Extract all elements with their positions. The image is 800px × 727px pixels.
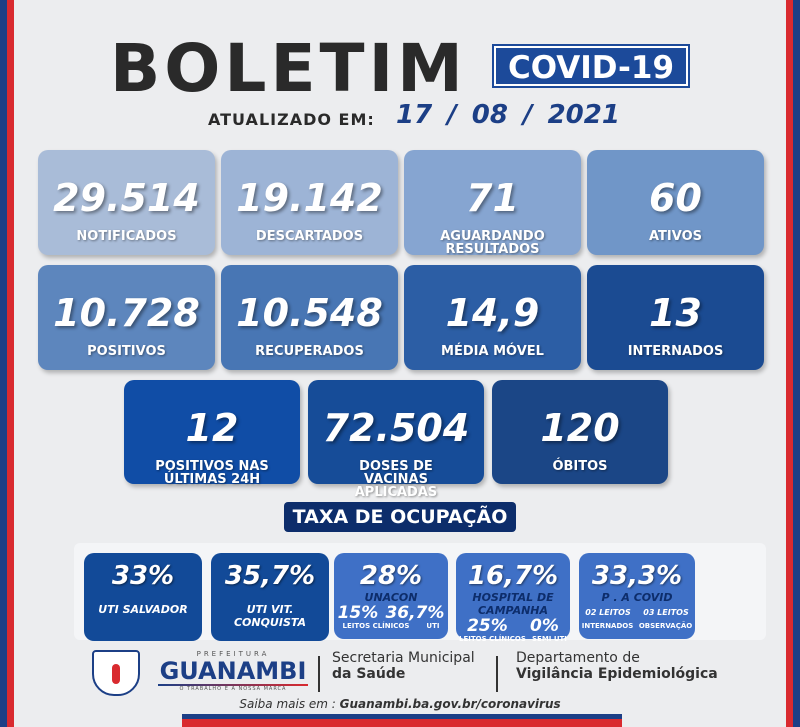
more-info-label: Saiba mais em :: [239, 697, 340, 711]
occupancy-card: 33,3% P . A COVID 02 LEITOS 03 LEITOS INTERN…: [579, 553, 695, 639]
occupancy-label: UNACON: [364, 591, 418, 604]
occupancy-label: P . A COVID: [601, 591, 673, 604]
sub-label: LEITOS CLÍNICOS: [459, 635, 526, 643]
departamento-line2: Vigilância Epidemiológica: [516, 666, 718, 682]
stat-label: INTERNADOS: [627, 344, 724, 359]
stat-label: AGUARDANDO RESULTADOS: [440, 229, 545, 257]
secretaria-line2: da Saúde: [332, 666, 406, 682]
prefeitura-label: PREFEITURA: [196, 650, 270, 658]
city-name: GUANAMBI: [159, 657, 307, 685]
stat-label: DESCARTADOS: [255, 229, 364, 244]
stat-label: ÓBITOS: [552, 459, 608, 474]
stat-value: 13: [649, 291, 702, 335]
more-info: Saiba mais em : Guanambi.ba.gov.br/coron…: [0, 697, 800, 711]
covid-badge: COVID-19: [494, 46, 688, 86]
secretaria-line1: Secretaria Municipal: [332, 650, 475, 666]
stat-card: 10.548 RECUPERADOS: [221, 265, 398, 370]
stat-card: 71 AGUARDANDO RESULTADOS: [404, 150, 581, 257]
stat-value: 10.728: [53, 291, 200, 335]
stat-card: 14,9 MÉDIA MÓVEL: [404, 265, 581, 370]
stat-card: 60 ATIVOS: [587, 150, 764, 255]
divider: [318, 656, 320, 692]
stat-label: ATIVOS: [648, 229, 702, 244]
sub-value: 36,7%: [385, 603, 445, 623]
stat-value: 71: [466, 176, 519, 220]
stat-card: 10.728 POSITIVOS: [38, 265, 215, 370]
occupancy-value: 33,3%: [591, 561, 683, 591]
stat-value: 72.504: [322, 406, 470, 450]
sub-value: 03 LEITOS: [643, 608, 689, 617]
stat-label: RECUPERADOS: [255, 344, 364, 359]
occupancy-value: 28%: [359, 561, 423, 591]
page-title: BOLETIM: [110, 30, 467, 107]
occupancy-card: 16,7% HOSPITAL DE CAMPANHA 25% 0% LEITOS CLÍ…: [456, 553, 570, 643]
sub-label: SEMI UTI: [532, 635, 567, 643]
stat-value: 19.142: [236, 176, 383, 220]
occupancy-card: 33% UTI SALVADOR: [84, 553, 202, 641]
occupancy-label: UTI SALVADOR: [98, 603, 188, 616]
stat-label: MÉDIA MÓVEL: [441, 344, 544, 359]
occupancy-label: HOSPITAL DE CAMPANHA: [472, 591, 554, 617]
stat-card: 29.514 NOTIFICADOS: [38, 150, 215, 255]
website-link[interactable]: Guanambi.ba.gov.br/coronavirus: [339, 697, 561, 711]
prefeitura-logo: PREFEITURA GUANAMBI O TRABALHO É A NOSSA…: [158, 650, 308, 692]
frame-right-stripe: [786, 0, 800, 727]
motto: O TRABALHO É A NOSSA MARCA: [179, 686, 287, 692]
city-crest-icon: [92, 650, 140, 696]
departamento-line1: Departamento de: [516, 650, 640, 666]
sub-value: 25%: [467, 616, 508, 636]
stat-card: 19.142 DESCARTADOS: [221, 150, 398, 255]
occupancy-title: TAXA DE OCUPAÇÃO: [284, 502, 516, 532]
departamento: Departamento de Vigilância Epidemiológica: [516, 650, 718, 682]
occupancy-label: UTI VIT. CONQUISTA: [233, 603, 307, 629]
sub-label: LEITOS CLÍNICOS: [342, 622, 410, 630]
frame-left-stripe: [0, 0, 14, 727]
stat-value: 120: [540, 406, 620, 450]
stat-value: 10.548: [236, 291, 383, 335]
stat-label: POSITIVOS: [87, 344, 166, 359]
secretaria: Secretaria Municipal da Saúde: [332, 650, 475, 682]
stat-value: 14,9: [445, 291, 540, 335]
bottom-stripe: [182, 714, 622, 727]
occupancy-value: 35,7%: [224, 561, 316, 591]
sub-value: 15%: [337, 603, 379, 623]
occupancy-card: 28% UNACON 15% 36,7% LEITOS CLÍNICOS UTI: [334, 553, 448, 639]
stat-label: NOTIFICADOS: [76, 229, 177, 244]
stat-card: 13 INTERNADOS: [587, 265, 764, 370]
update-date: 17 / 08 / 2021: [396, 100, 620, 130]
sub-value: 0%: [530, 616, 559, 636]
occupancy-card: 35,7% UTI VIT. CONQUISTA: [211, 553, 329, 641]
sub-label: UTI: [426, 622, 440, 630]
stat-card: 72.504 DOSES DE VACINAS APLICADAS: [308, 380, 484, 499]
stat-value: 12: [185, 406, 239, 450]
stat-card: 12 POSITIVOS NAS ÚLTIMAS 24H: [124, 380, 300, 487]
divider: [496, 656, 498, 692]
occupancy-value: 16,7%: [467, 561, 559, 591]
stat-value: 60: [649, 176, 702, 220]
sub-value: 02 LEITOS: [585, 608, 631, 617]
stat-value: 29.514: [53, 176, 200, 220]
stat-card: 120 ÓBITOS: [492, 380, 668, 484]
sub-label: OBSERVAÇÃO: [638, 622, 693, 630]
stat-label: POSITIVOS NAS ÚLTIMAS 24H: [155, 459, 269, 487]
occupancy-value: 33%: [111, 561, 175, 591]
sub-label: INTERNADOS: [581, 622, 634, 630]
stat-label: DOSES DE VACINAS APLICADAS: [354, 459, 438, 500]
updated-label: ATUALIZADO EM:: [208, 110, 375, 129]
